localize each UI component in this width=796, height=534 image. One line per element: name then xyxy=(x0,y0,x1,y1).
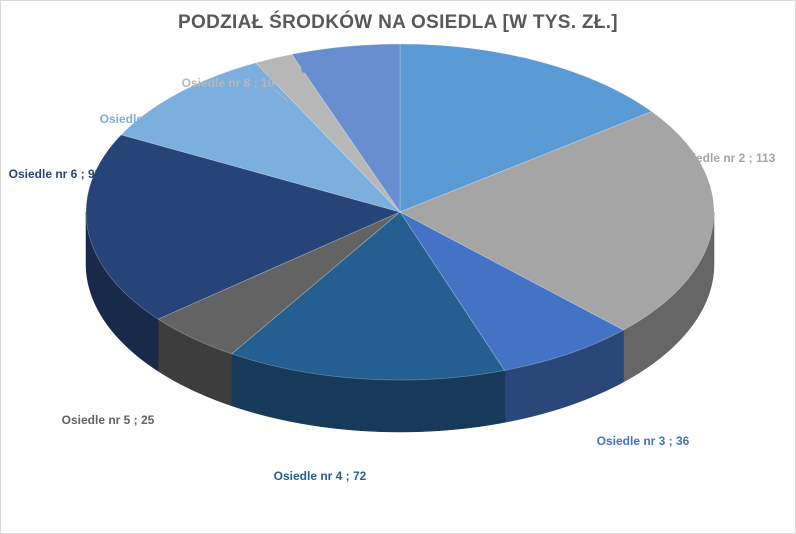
pie-slice-osiedle-nr-9[interactable] xyxy=(291,43,401,213)
leader-line-osiedle-nr-8 xyxy=(272,88,289,102)
data-label-osiedle-nr-2: Osiedle nr 2 ; 113 xyxy=(677,151,776,165)
chart-title: PODZIAŁ ŚRODKÓW NA OSIEDLA [W TYS. ZŁ.] xyxy=(178,12,618,33)
data-label-osiedle-nr-8: Osiedle nr 8 ; 10 xyxy=(182,76,275,90)
pie-slices xyxy=(85,43,715,381)
pie-slice-osiedle-nr-7[interactable] xyxy=(120,62,401,213)
pie-side-walls xyxy=(85,211,715,433)
data-label-osiedle-nr-6: Osiedle nr 6 ; 93 xyxy=(9,167,102,181)
data-labels: Osiedle nr 1 ; 74 Osiedle nr 2 ; 113 Osied… xyxy=(9,62,776,483)
pie-slice-osiedle-nr-1[interactable] xyxy=(399,43,653,213)
data-label-osiedle-nr-4: Osiedle nr 4 ; 72 xyxy=(274,469,367,483)
pie-slice-osiedle-nr-2[interactable] xyxy=(399,111,715,331)
pie-slice-osiedle-nr-5[interactable] xyxy=(157,211,401,355)
pie-slice-osiedle-nr-3[interactable] xyxy=(399,211,625,371)
data-label-osiedle-nr-7: Osiedle nr 7 ; 49 xyxy=(100,112,193,126)
data-label-osiedle-nr-5: Osiedle nr 5 ; 25 xyxy=(62,413,155,427)
pie-slice-osiedle-nr-8[interactable] xyxy=(255,53,401,213)
data-label-osiedle-nr-1: Osiedle nr 1 ; 74 xyxy=(522,86,615,100)
pie-slice-osiedle-nr-4[interactable] xyxy=(231,211,506,381)
pie-slice-osiedle-nr-6[interactable] xyxy=(85,134,401,320)
data-label-osiedle-nr-9: Osiedle nr 9 ; 28 xyxy=(301,62,394,76)
data-label-osiedle-nr-3: Osiedle nr 3 ; 36 xyxy=(597,434,690,448)
